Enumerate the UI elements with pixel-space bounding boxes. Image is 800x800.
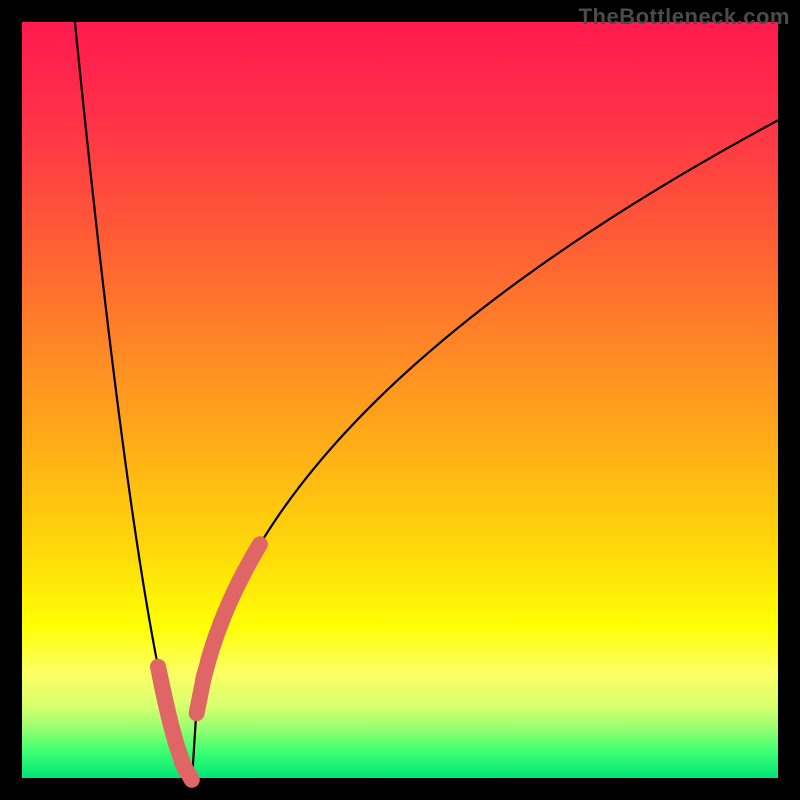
marker-right-point <box>250 544 260 561</box>
watermark-text: TheBottleneck.com <box>579 4 790 30</box>
plot-background <box>22 22 778 778</box>
marker-left-point <box>182 762 192 780</box>
bottleneck-curve-chart <box>0 0 800 800</box>
